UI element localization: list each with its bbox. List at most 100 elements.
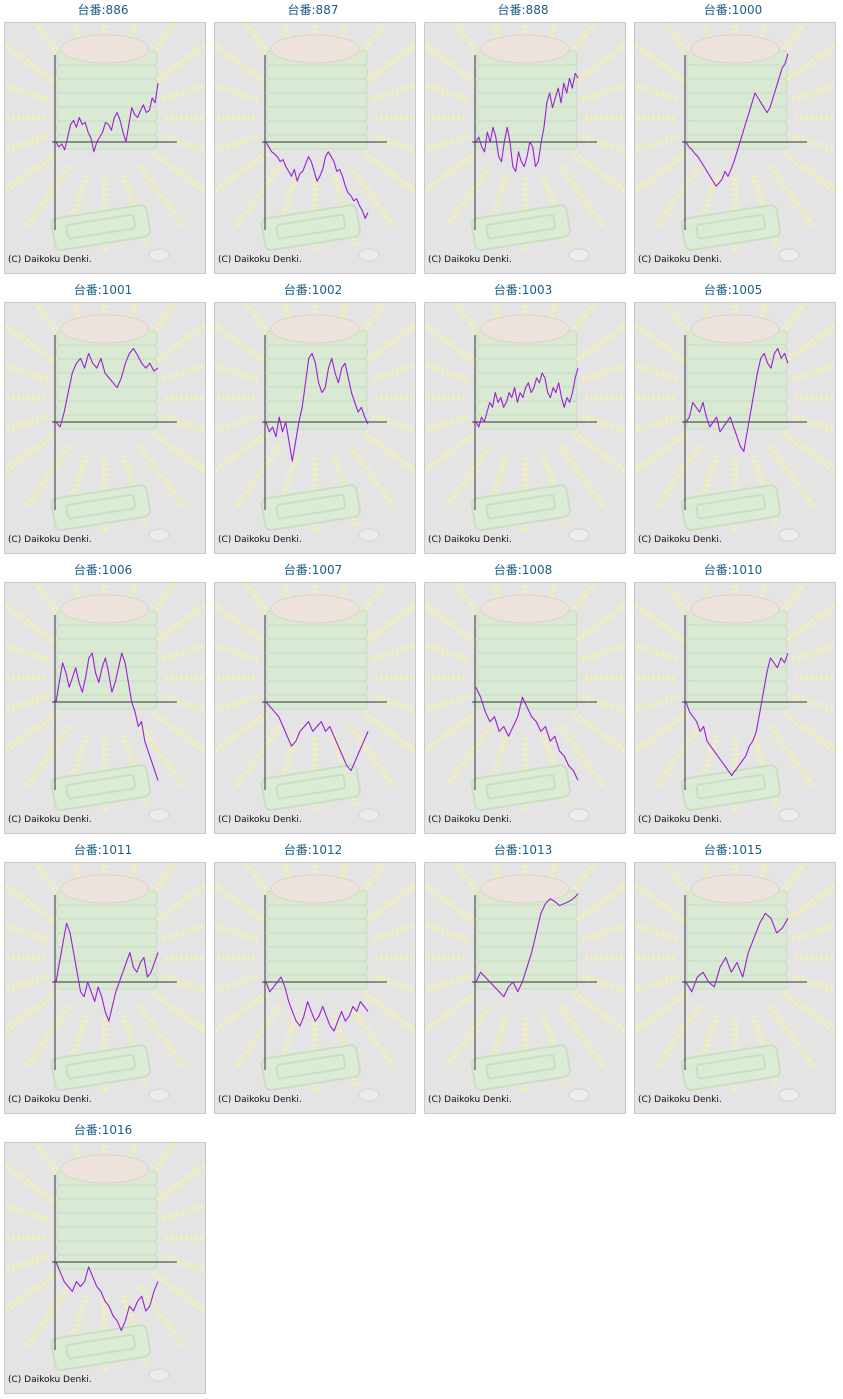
copyright-text: (C) Daikoku Denki. xyxy=(638,255,722,265)
background-ray xyxy=(791,642,835,663)
background-ray xyxy=(5,362,49,383)
background-tray xyxy=(476,400,578,416)
background-ray xyxy=(425,413,469,434)
background-ray xyxy=(653,444,703,509)
background-tray xyxy=(476,932,578,948)
background-ray xyxy=(581,973,625,994)
series-line xyxy=(265,141,369,219)
background-ray xyxy=(161,973,205,994)
chart-svg xyxy=(635,583,835,822)
copyright-text: (C) Daikoku Denki. xyxy=(428,815,512,825)
background-ray xyxy=(425,362,469,383)
background-ray xyxy=(571,41,625,86)
chart-title[interactable]: 台番:1000 xyxy=(703,3,763,17)
background-ray xyxy=(571,430,625,475)
background-ray xyxy=(23,1284,73,1349)
background-ray xyxy=(137,1004,187,1069)
background-cup xyxy=(60,34,150,64)
chart-panel: (C) Daikoku Denki. xyxy=(424,302,626,554)
chart-title[interactable]: 台番:888 xyxy=(497,3,549,17)
chart-panel: (C) Daikoku Denki. xyxy=(4,862,206,1114)
background-ray xyxy=(557,1004,607,1069)
chart-title[interactable]: 台番:886 xyxy=(77,3,129,17)
background-tray xyxy=(686,680,788,696)
background-ray xyxy=(347,444,397,509)
background-ray xyxy=(137,724,187,789)
chart-title[interactable]: 台番:1005 xyxy=(703,283,763,297)
background-ray xyxy=(443,724,493,789)
background-bottom-tray xyxy=(260,204,361,252)
background-coin xyxy=(568,1088,590,1102)
chart-title[interactable]: 台番:1007 xyxy=(283,563,343,577)
background-tray xyxy=(476,78,578,94)
background-ray xyxy=(5,710,59,755)
background-ray xyxy=(571,710,625,755)
background-tray xyxy=(56,1240,158,1256)
background-ray xyxy=(233,444,283,509)
chart-panel: (C) Daikoku Denki. xyxy=(214,302,416,554)
chart-title[interactable]: 台番:1011 xyxy=(73,843,133,857)
background-tray xyxy=(56,358,158,374)
chart-title[interactable]: 台番:887 xyxy=(287,3,339,17)
series-line xyxy=(685,53,789,187)
background-ray xyxy=(571,150,625,195)
chart-title[interactable]: 台番:1006 xyxy=(73,563,133,577)
background-tray xyxy=(476,904,578,920)
copyright-text: (C) Daikoku Denki. xyxy=(638,1095,722,1105)
background-ray xyxy=(581,82,625,103)
background-ray xyxy=(137,164,187,229)
chart-title[interactable]: 台番:1002 xyxy=(283,283,343,297)
background-cup xyxy=(480,594,570,624)
background-ray xyxy=(5,693,49,714)
background-ray xyxy=(215,362,259,383)
background-ray xyxy=(361,990,415,1035)
chart-svg xyxy=(5,23,205,262)
background-tray xyxy=(56,960,158,976)
background-tray xyxy=(686,344,788,360)
series-line xyxy=(685,652,789,777)
copyright-text: (C) Daikoku Denki. xyxy=(8,535,92,545)
background-ray xyxy=(361,150,415,195)
chart-title[interactable]: 台番:1013 xyxy=(493,843,553,857)
chart-panel: (C) Daikoku Denki. xyxy=(4,582,206,834)
background-ray xyxy=(581,133,625,154)
chart-svg xyxy=(5,583,205,822)
chart-title[interactable]: 台番:1010 xyxy=(703,563,763,577)
background-ray xyxy=(151,710,205,755)
chart-title[interactable]: 台番:1008 xyxy=(493,563,553,577)
background-ray xyxy=(233,724,283,789)
background-cup xyxy=(270,874,360,904)
background-ray xyxy=(635,82,679,103)
background-ray xyxy=(781,41,835,86)
background-ray xyxy=(161,133,205,154)
background-bottom-tray xyxy=(50,484,151,532)
background-ray xyxy=(233,1004,283,1069)
series-line xyxy=(475,367,579,428)
background-ray xyxy=(361,710,415,755)
background-ray xyxy=(161,642,205,663)
background-ray xyxy=(425,133,469,154)
background-ray xyxy=(361,321,415,366)
chart-title[interactable]: 台番:1016 xyxy=(73,1123,133,1137)
background-ray xyxy=(161,413,205,434)
background-ray xyxy=(5,1161,59,1206)
chart-svg xyxy=(635,303,835,542)
chart-svg xyxy=(215,863,415,1102)
background-tray xyxy=(266,400,368,416)
background-tray xyxy=(266,652,368,668)
chart-title[interactable]: 台番:1012 xyxy=(283,843,343,857)
background-ray xyxy=(767,1004,817,1069)
chart-title[interactable]: 台番:1003 xyxy=(493,283,553,297)
background-tray xyxy=(56,904,158,920)
background-coin xyxy=(148,808,170,822)
background-ray xyxy=(781,710,835,755)
chart-title[interactable]: 台番:1015 xyxy=(703,843,763,857)
background-ray xyxy=(215,973,259,994)
background-ray xyxy=(425,710,479,755)
background-ray xyxy=(635,710,689,755)
background-bottom-tray xyxy=(680,764,781,812)
background-ray xyxy=(425,41,479,86)
background-tray xyxy=(266,106,368,122)
background-ray xyxy=(581,413,625,434)
chart-title[interactable]: 台番:1001 xyxy=(73,283,133,297)
